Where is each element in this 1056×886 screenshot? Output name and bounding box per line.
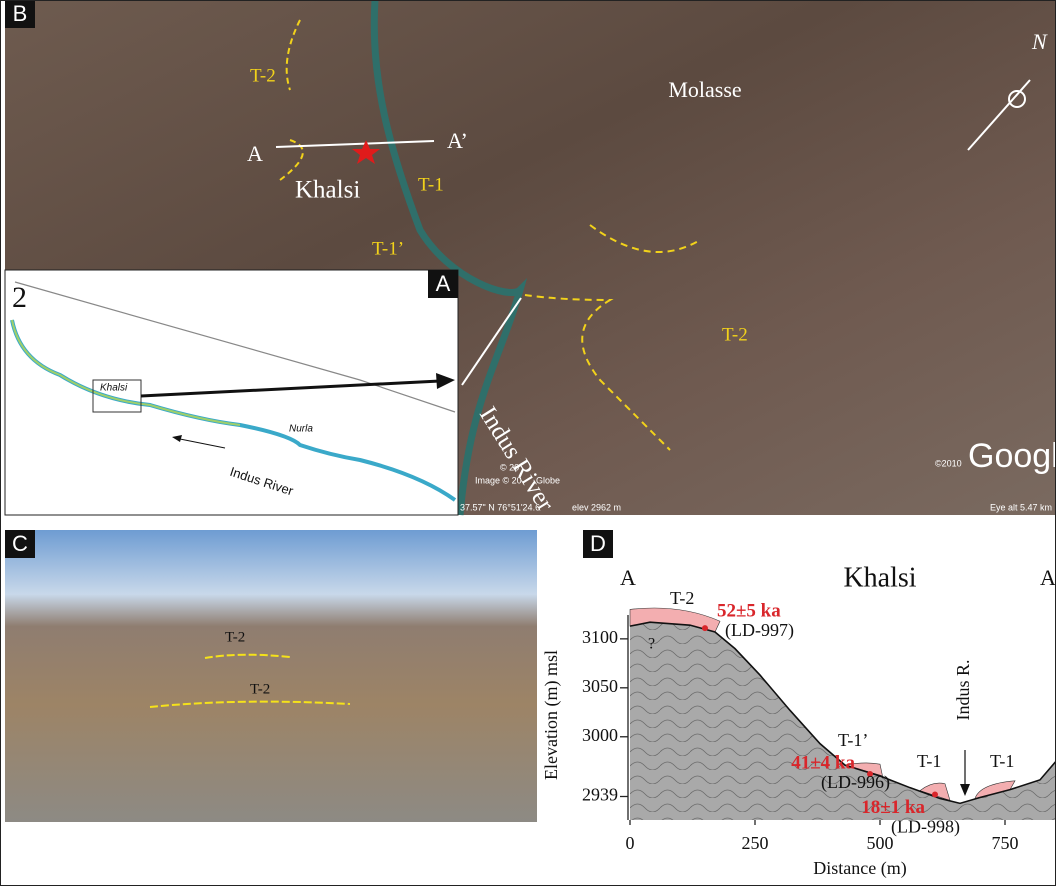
x-tick-label: 500 — [867, 833, 894, 853]
panel-label: C — [12, 531, 28, 556]
coordinates: 37.57" N 76°51'24.6 — [460, 502, 540, 512]
x-tick-label: 750 — [992, 833, 1019, 853]
y-axis-title: Elevation (m) msl — [541, 650, 562, 780]
town-label: Khalsi — [100, 383, 128, 394]
sample-age: 41±4 ka — [791, 752, 855, 773]
section-end: A — [620, 565, 636, 590]
sample-point — [702, 625, 708, 631]
section-end: A — [1040, 565, 1056, 590]
figure: B Molasse N T-2 A A’ Khalsi T-1 T-1’ T-2… — [0, 0, 1056, 886]
north-label: N — [1031, 29, 1048, 54]
terrace-label: T-2 — [722, 324, 748, 345]
sample-code: (LD-997) — [725, 620, 794, 641]
x-tick-label: 0 — [626, 833, 635, 853]
panel-label: D — [590, 531, 606, 556]
river-arrow — [960, 784, 970, 796]
section-end: A’ — [447, 128, 468, 153]
inset-label: 2 — [12, 281, 27, 314]
sample-code: (LD-998) — [891, 817, 960, 838]
terrace-label: T-1 — [990, 751, 1014, 771]
terrace-label: T-1 — [917, 751, 941, 771]
watermark: ©2010 — [935, 458, 962, 468]
credit: Globe — [536, 475, 560, 485]
sample-code: (LD-996) — [821, 772, 890, 793]
x-tick-label: 250 — [742, 833, 769, 853]
village-label: Nurla — [289, 424, 313, 435]
elevation: elev 2962 m — [572, 502, 621, 512]
y-tick-label: 3100 — [582, 627, 618, 647]
watermark: Google — [968, 437, 1056, 475]
terrace-label: T-1 — [418, 174, 444, 195]
unit-label: Molasse — [668, 77, 741, 102]
y-tick-label: 3000 — [582, 725, 618, 745]
terrace-label: T-2 — [670, 588, 694, 608]
field-photo — [5, 530, 537, 822]
panel-label: B — [13, 1, 28, 26]
section-end: A — [247, 141, 263, 166]
terrace-label: T-2 — [225, 629, 245, 645]
credit: Image © 20 — [475, 475, 522, 485]
eye-alt: Eye alt 5.47 km — [990, 502, 1052, 512]
town-label: Khalsi — [295, 177, 360, 204]
terrace-label: T-1’ — [372, 238, 404, 259]
terrace-label: T-2 — [250, 681, 270, 697]
sample-age: 52±5 ka — [717, 600, 781, 621]
uncertainty-mark: ? — [648, 636, 655, 653]
credit: © 20 — [500, 462, 519, 472]
terrace-label: T-2 — [250, 65, 276, 86]
y-tick-label: 3050 — [582, 676, 618, 696]
profile-chart: 2939 3000 3050 3100 0 250 500 750 Distance (m) El… — [541, 600, 1056, 879]
chart-title: Khalsi — [843, 562, 916, 593]
x-axis-title: Distance (m) — [813, 858, 906, 879]
river-label: Indus R. — [953, 659, 973, 720]
sample-age: 18±1 ka — [861, 797, 925, 818]
y-tick-label: 2939 — [582, 785, 618, 805]
corner-label: A — [436, 271, 451, 296]
sample-point — [932, 792, 938, 798]
terrace-label: T-1’ — [838, 730, 868, 750]
